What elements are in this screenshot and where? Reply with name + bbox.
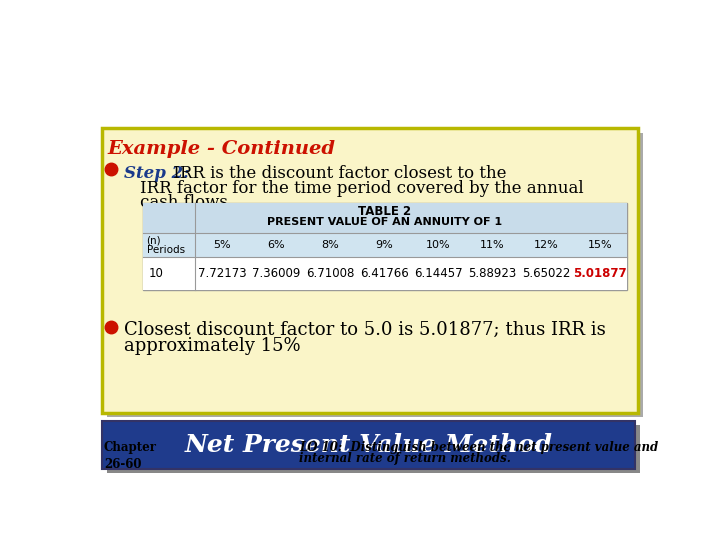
Text: 15%: 15% [588, 240, 613, 250]
Text: 5%: 5% [214, 240, 231, 250]
Text: 10: 10 [149, 267, 163, 280]
Text: Net Present Value Method: Net Present Value Method [184, 433, 552, 457]
Text: PRESENT VALUE OF AN ANNUITY OF 1: PRESENT VALUE OF AN ANNUITY OF 1 [267, 217, 503, 227]
Text: approximately 15%: approximately 15% [124, 336, 301, 355]
Text: 6%: 6% [268, 240, 285, 250]
Text: 9%: 9% [375, 240, 393, 250]
Text: 7.36009: 7.36009 [252, 267, 300, 280]
Text: 5.65022: 5.65022 [522, 267, 570, 280]
Text: 12%: 12% [534, 240, 559, 250]
Text: 7.72173: 7.72173 [198, 267, 247, 280]
Bar [102, 128, 638, 413]
Text: 11%: 11% [480, 240, 505, 250]
Text: Periods: Periods [147, 245, 185, 254]
Text: Step 2:: Step 2: [124, 165, 189, 182]
Bar [143, 257, 627, 289]
Text: Closest discount factor to 5.0 is 5.01877; thus IRR is: Closest discount factor to 5.0 is 5.0187… [124, 321, 606, 339]
Text: IRR is the discount factor closest to the: IRR is the discount factor closest to th… [168, 165, 506, 182]
Text: Example - Continued: Example - Continued [107, 140, 335, 158]
Text: TABLE 2: TABLE 2 [359, 205, 411, 218]
Text: (n): (n) [147, 235, 161, 245]
Text: 6.71008: 6.71008 [306, 267, 354, 280]
Bar [107, 132, 644, 417]
Bar [143, 204, 627, 233]
Bar [107, 425, 640, 473]
Bar [143, 233, 627, 257]
Text: 6.14457: 6.14457 [414, 267, 462, 280]
Text: 5.88923: 5.88923 [468, 267, 516, 280]
Text: 5.01877: 5.01877 [573, 267, 627, 280]
Text: cash flows.: cash flows. [140, 194, 233, 211]
Bar [102, 421, 635, 469]
Text: 8%: 8% [321, 240, 339, 250]
Text: internal rate of return methods.: internal rate of return methods. [300, 452, 511, 465]
Text: LO 10:  Distinguish between the net present value and: LO 10: Distinguish between the net prese… [300, 441, 659, 454]
Text: Chapter
26-60: Chapter 26-60 [104, 441, 157, 470]
Text: 10%: 10% [426, 240, 451, 250]
Text: 6.41766: 6.41766 [360, 267, 409, 280]
Bar [143, 204, 627, 289]
Text: IRR factor for the time period covered by the annual: IRR factor for the time period covered b… [140, 180, 584, 197]
